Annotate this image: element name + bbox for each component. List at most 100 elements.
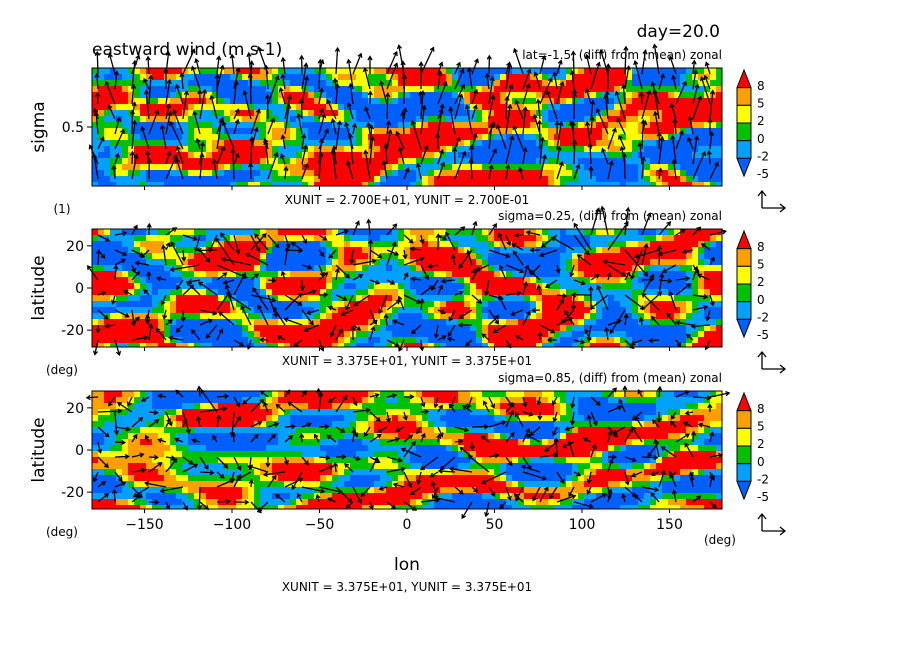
heatmap-cell: [404, 319, 411, 326]
heatmap-cell: [518, 325, 525, 332]
heatmap-cell: [596, 158, 603, 165]
wind-vector-head: [116, 116, 122, 122]
heatmap-cell: [620, 253, 627, 260]
wind-vector-head: [448, 106, 454, 112]
heatmap-cell: [452, 331, 459, 338]
heatmap-cell: [338, 313, 345, 320]
heatmap-cell: [242, 128, 249, 135]
heatmap-cell: [710, 247, 717, 254]
heatmap-cell: [320, 325, 327, 332]
heatmap-cell: [104, 176, 111, 183]
heatmap-cell: [500, 152, 507, 159]
heatmap-cell: [314, 98, 321, 105]
heatmap-cell: [158, 128, 165, 135]
heatmap-cell: [560, 337, 567, 344]
heatmap-cell: [326, 265, 333, 272]
heatmap-cell: [362, 80, 369, 87]
heatmap-cell: [632, 74, 639, 81]
heatmap-cell: [308, 98, 315, 105]
wind-vector-head: [492, 148, 497, 154]
heatmap-cell: [536, 241, 543, 248]
heatmap-cell: [368, 295, 375, 302]
heatmap-cell: [206, 253, 213, 260]
heatmap-cell: [446, 92, 453, 99]
heatmap-cell: [692, 140, 699, 147]
heatmap-cell: [134, 343, 141, 348]
heatmap-cell: [164, 152, 171, 159]
heatmap-cell: [428, 80, 435, 87]
heatmap-cell: [428, 104, 435, 111]
heatmap-cell: [506, 128, 513, 135]
heatmap-cell: [572, 182, 579, 187]
heatmap-cell: [518, 68, 525, 75]
heatmap-cell: [422, 98, 429, 105]
heatmap-cell: [452, 182, 459, 187]
heatmap-cell: [350, 343, 357, 348]
heatmap-cell: [680, 325, 687, 332]
wind-vector: [165, 151, 171, 165]
heatmap-cell: [308, 241, 315, 248]
heatmap-cell: [500, 74, 507, 81]
wind-vector-head: [571, 91, 577, 97]
heatmap-cell: [320, 265, 327, 272]
heatmap-cell: [404, 325, 411, 332]
wind-vector-head: [199, 141, 206, 147]
heatmap-cell: [320, 176, 327, 183]
heatmap-cell: [620, 74, 627, 81]
heatmap-cell: [524, 319, 531, 326]
heatmap-cell: [638, 277, 645, 284]
heatmap-cell: [362, 140, 369, 147]
heatmap-cell: [98, 259, 105, 266]
heatmap-cell: [350, 235, 357, 242]
heatmap-cell: [236, 235, 243, 242]
heatmap-cell: [566, 134, 573, 141]
heatmap-cell: [704, 313, 711, 320]
heatmap-cell: [488, 134, 495, 141]
heatmap-cell: [512, 92, 519, 99]
wind-vector: [131, 60, 136, 90]
heatmap-cell: [428, 289, 435, 296]
heatmap-cell: [212, 253, 219, 260]
heatmap-cell: [200, 331, 207, 338]
heatmap-cell: [134, 331, 141, 338]
heatmap-cell: [422, 265, 429, 272]
wind-vector: [640, 92, 643, 105]
heatmap-cell: [176, 152, 183, 159]
wind-vector: [539, 137, 544, 165]
wind-vector-head: [303, 75, 310, 81]
heatmap-cell: [260, 319, 267, 326]
heatmap-cell: [128, 319, 135, 326]
heatmap-cell: [530, 134, 537, 141]
heatmap-cell: [374, 247, 381, 254]
heatmap-cell: [128, 146, 135, 153]
heatmap-cell: [188, 134, 195, 141]
heatmap-cell: [608, 301, 615, 308]
heatmap-cell: [134, 170, 141, 177]
wind-vector: [297, 114, 303, 135]
heatmap-cell: [704, 164, 711, 171]
wind-vector: [220, 232, 235, 251]
wind-vector-head: [442, 80, 448, 87]
heatmap-cell: [650, 146, 657, 153]
heatmap-cell: [710, 128, 717, 135]
wind-vector-head: [472, 132, 478, 138]
heatmap-cell: [98, 152, 105, 159]
heatmap-cell: [254, 259, 261, 266]
heatmap-cell: [176, 271, 183, 278]
heatmap-cell: [248, 313, 255, 320]
wind-vector: [140, 249, 150, 259]
heatmap-cell: [344, 319, 351, 326]
heatmap-cell: [674, 289, 681, 296]
heatmap-cell: [614, 325, 621, 332]
wind-vector: [145, 90, 150, 120]
heatmap-cell: [638, 253, 645, 260]
heatmap-cell: [386, 259, 393, 266]
heatmap-cell: [440, 146, 447, 153]
heatmap-cell: [608, 122, 615, 129]
heatmap-cell: [326, 80, 333, 87]
wind-vector: [519, 167, 524, 180]
heatmap-cell: [620, 122, 627, 129]
wind-vector: [165, 319, 173, 326]
heatmap-cell: [356, 337, 363, 344]
heatmap-cell: [578, 170, 585, 177]
